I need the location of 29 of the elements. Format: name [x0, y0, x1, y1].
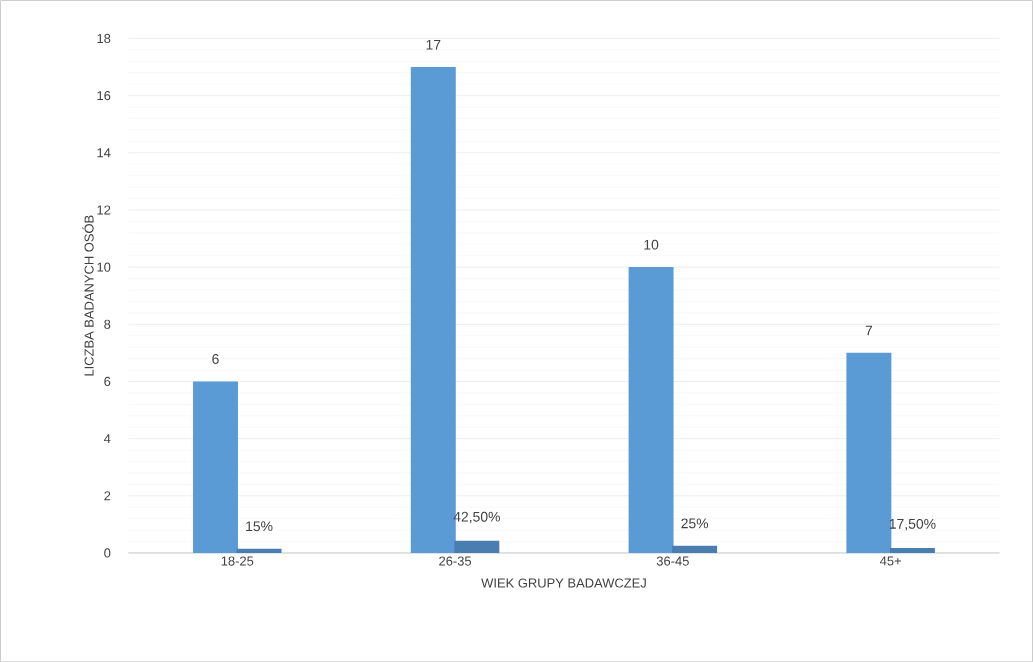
data-label: 7: [865, 325, 873, 336]
bar: [846, 352, 892, 553]
data-label: 17: [426, 39, 441, 50]
y-tick-label: 12: [97, 205, 111, 215]
x-tick-label: 26-35: [439, 556, 472, 566]
y-tick-label: 6: [104, 376, 111, 386]
data-label: 6: [212, 353, 219, 364]
bar: [454, 540, 500, 553]
y-tick-label: 0: [104, 548, 111, 558]
data-label: 15%: [246, 521, 273, 531]
y-tick-label: 14: [97, 148, 111, 158]
y-tick-label: 8: [104, 319, 111, 329]
data-label: 10: [644, 239, 659, 250]
bar: [236, 548, 282, 553]
y-tick-label: 16: [97, 90, 111, 101]
y-tick-label: 10: [97, 262, 111, 272]
data-label: 25%: [681, 518, 709, 529]
y-tick-label: 4: [103, 434, 111, 443]
x-tick-label: 36-45: [656, 556, 689, 566]
bar: [889, 547, 935, 553]
x-tick-label: 18-25: [221, 556, 254, 566]
bar: [628, 266, 674, 553]
bar: [672, 545, 718, 553]
x-axis-title: WIEK GRUPY BADAWCZEJ: [481, 578, 646, 588]
y-tick-label: 2: [104, 491, 111, 501]
y-tick-label: 18: [97, 33, 111, 43]
y-axis-title: LICZBA BADANYCH OSÓB: [82, 215, 94, 376]
x-tick-label: 45+: [879, 556, 901, 566]
bar: [193, 381, 238, 553]
